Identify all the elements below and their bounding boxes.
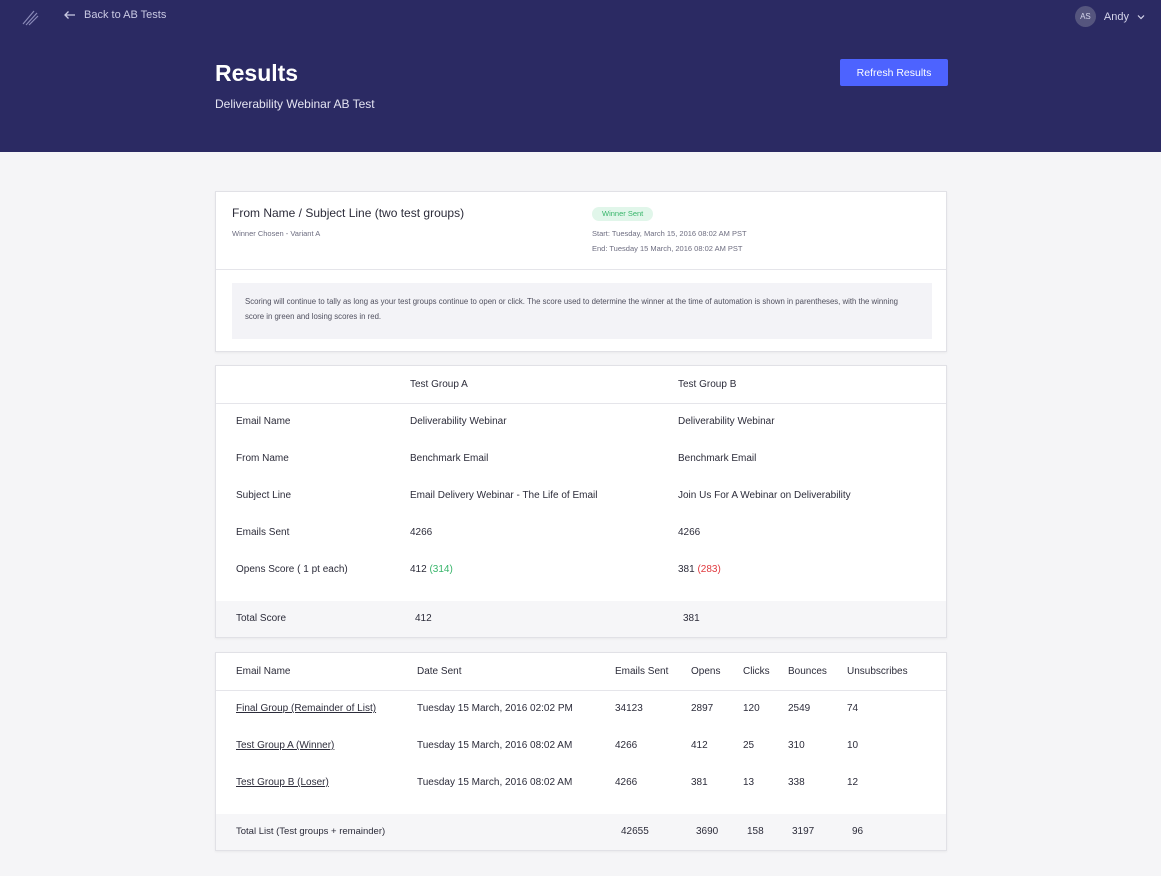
date-sent: Tuesday 15 March, 2016 02:02 PM	[417, 703, 573, 714]
header-divider	[216, 690, 946, 691]
total-clicks: 158	[747, 826, 764, 837]
col-header-emails-sent: Emails Sent	[615, 666, 669, 677]
bounces: 2549	[788, 703, 811, 714]
winner-chosen-text: Winner Chosen - Variant A	[232, 229, 321, 238]
col-header-clicks: Clicks	[743, 666, 770, 677]
page-header: Back to AB Tests AS Andy Results Deliver…	[0, 0, 1161, 152]
group-a-email-name: Deliverability Webinar	[410, 416, 507, 427]
total-bounces: 3197	[792, 826, 815, 837]
unsubscribes: 12	[847, 777, 859, 788]
date-sent: Tuesday 15 March, 2016 08:02 AM	[417, 777, 573, 788]
col-header-unsubscribes: Unsubscribes	[847, 666, 908, 677]
col-header-email-name: Email Name	[236, 666, 291, 677]
status-badge: Winner Sent	[592, 207, 654, 221]
bounces: 310	[788, 740, 805, 751]
group-b-opens-score: 381 (283)	[678, 564, 721, 575]
results-table-card: Email Name Date Sent Emails Sent Opens C…	[215, 652, 947, 851]
opens: 412	[691, 740, 708, 751]
start-date: Start: Tuesday, March 15, 2016 08:02 AM …	[592, 229, 747, 238]
header-divider	[216, 403, 946, 404]
user-name: Andy	[1103, 10, 1129, 23]
comparison-card: Test Group A Test Group B Email Name Del…	[215, 365, 947, 638]
end-date: End: Tuesday 15 March, 2016 08:02 AM PST	[592, 244, 743, 253]
row-label-email-name: Email Name	[236, 416, 291, 427]
row-label-subject-line: Subject Line	[236, 490, 292, 501]
total-score-label: Total Score	[236, 613, 287, 624]
group-b-total-score: 381	[683, 613, 700, 624]
logo-icon[interactable]	[21, 8, 39, 26]
email-link-test-group-a[interactable]: Test Group A (Winner)	[236, 740, 335, 751]
chevron-down-icon	[1137, 14, 1145, 19]
emails-sent: 4266	[615, 777, 638, 788]
group-b-from-name: Benchmark Email	[678, 453, 757, 464]
email-link-final-group[interactable]: Final Group (Remainder of List)	[236, 703, 377, 714]
col-header-date-sent: Date Sent	[417, 666, 462, 677]
row-label-from-name: From Name	[236, 453, 289, 464]
back-label: Back to AB Tests	[84, 9, 167, 21]
test-summary-card: From Name / Subject Line (two test group…	[215, 191, 947, 352]
group-a-opens-score: 412 (314)	[410, 564, 453, 575]
opens: 2897	[691, 703, 714, 714]
row-label-opens-score: Opens Score ( 1 pt each)	[236, 564, 348, 575]
group-a-from-name: Benchmark Email	[410, 453, 489, 464]
user-menu[interactable]: AS Andy	[1074, 6, 1145, 27]
scoring-notice: Scoring will continue to tally as long a…	[232, 283, 932, 339]
group-a-total-score: 412	[415, 613, 432, 624]
total-list-label: Total List (Test groups + remainder)	[236, 826, 386, 837]
bounces: 338	[788, 777, 805, 788]
group-a-opens-value: 412	[410, 564, 427, 575]
column-header-group-a: Test Group A	[410, 379, 468, 390]
clicks: 13	[743, 777, 755, 788]
group-b-email-name: Deliverability Webinar	[678, 416, 775, 427]
avatar: AS	[1074, 6, 1096, 27]
group-a-winning-score: (314)	[429, 564, 453, 575]
group-a-emails-sent: 4266	[410, 527, 433, 538]
refresh-results-button[interactable]: Refresh Results	[840, 59, 948, 86]
unsubscribes: 74	[847, 703, 859, 714]
arrow-left-icon	[64, 11, 75, 19]
email-link-test-group-b[interactable]: Test Group B (Loser)	[236, 777, 329, 788]
divider	[216, 269, 946, 270]
group-b-opens-value: 381	[678, 564, 695, 575]
opens: 381	[691, 777, 708, 788]
unsubscribes: 10	[847, 740, 859, 751]
back-to-ab-tests-link[interactable]: Back to AB Tests	[63, 9, 166, 21]
column-header-group-b: Test Group B	[678, 379, 737, 390]
group-b-subject-line: Join Us For A Webinar on Deliverability	[678, 490, 851, 501]
group-b-losing-score: (283)	[697, 564, 721, 575]
date-sent: Tuesday 15 March, 2016 08:02 AM	[417, 740, 573, 751]
page-title: Results	[215, 60, 299, 86]
row-label-emails-sent: Emails Sent	[236, 527, 290, 538]
clicks: 120	[743, 703, 760, 714]
total-opens: 3690	[696, 826, 719, 837]
group-a-subject-line: Email Delivery Webinar - The Life of Ema…	[410, 490, 598, 501]
emails-sent: 34123	[615, 703, 643, 714]
total-list-row: Total List (Test groups + remainder) 426…	[216, 814, 946, 850]
emails-sent: 4266	[615, 740, 638, 751]
total-unsubscribes: 96	[852, 826, 864, 837]
col-header-bounces: Bounces	[788, 666, 827, 677]
col-header-opens: Opens	[691, 666, 721, 677]
clicks: 25	[743, 740, 755, 751]
group-b-emails-sent: 4266	[678, 527, 701, 538]
page-subtitle: Deliverability Webinar AB Test	[215, 97, 375, 111]
total-emails-sent: 42655	[621, 826, 649, 837]
test-type-title: From Name / Subject Line (two test group…	[232, 206, 465, 220]
total-score-row: Total Score 412 381	[216, 601, 946, 637]
